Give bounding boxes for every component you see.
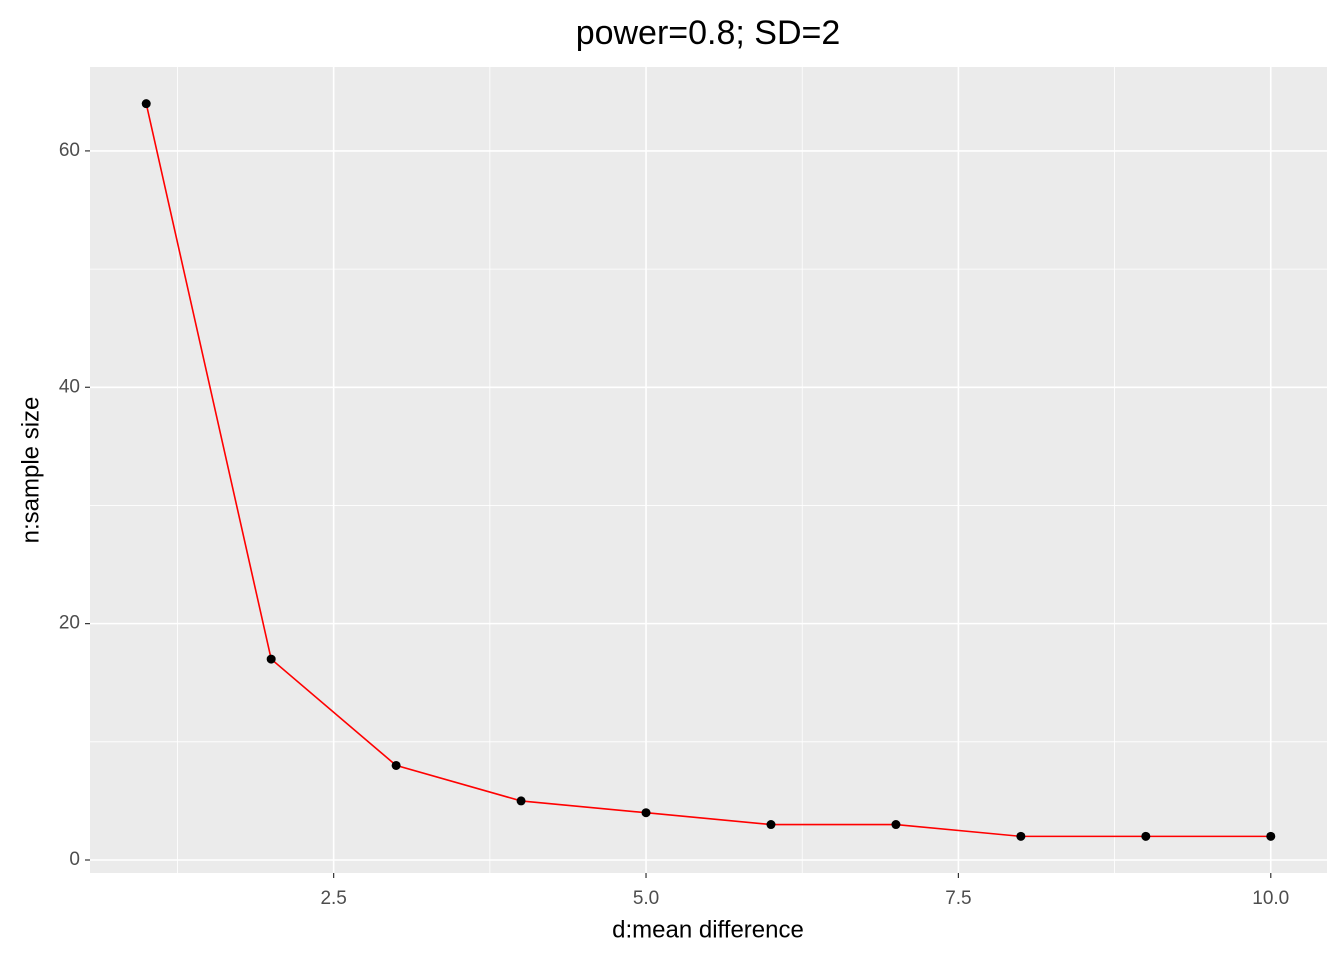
data-point [891, 820, 901, 830]
data-point [766, 820, 776, 830]
data-point [1266, 831, 1276, 841]
data-point [391, 760, 401, 770]
data-point [1016, 831, 1026, 841]
y-tick-label: 0 [69, 849, 80, 870]
y-tick-label: 20 [59, 613, 80, 634]
panel [90, 67, 1327, 873]
x-tick-label: 5.0 [633, 888, 659, 909]
x-tick-label: 10.0 [1252, 888, 1289, 909]
y-axis-title: n:sample size [17, 397, 44, 544]
data-point [516, 796, 526, 806]
x-tick-label: 2.5 [320, 888, 346, 909]
x-tick-label: 7.5 [945, 888, 971, 909]
data-point [1141, 831, 1151, 841]
data-point [141, 99, 151, 109]
y-tick-label: 60 [59, 140, 80, 161]
y-tick-label: 40 [59, 376, 80, 397]
chart-title: power=0.8; SD=2 [576, 14, 841, 52]
data-point [266, 654, 276, 664]
data-line [145, 103, 1271, 838]
x-axis-title: d:mean difference [612, 916, 804, 943]
data-point [641, 808, 651, 818]
